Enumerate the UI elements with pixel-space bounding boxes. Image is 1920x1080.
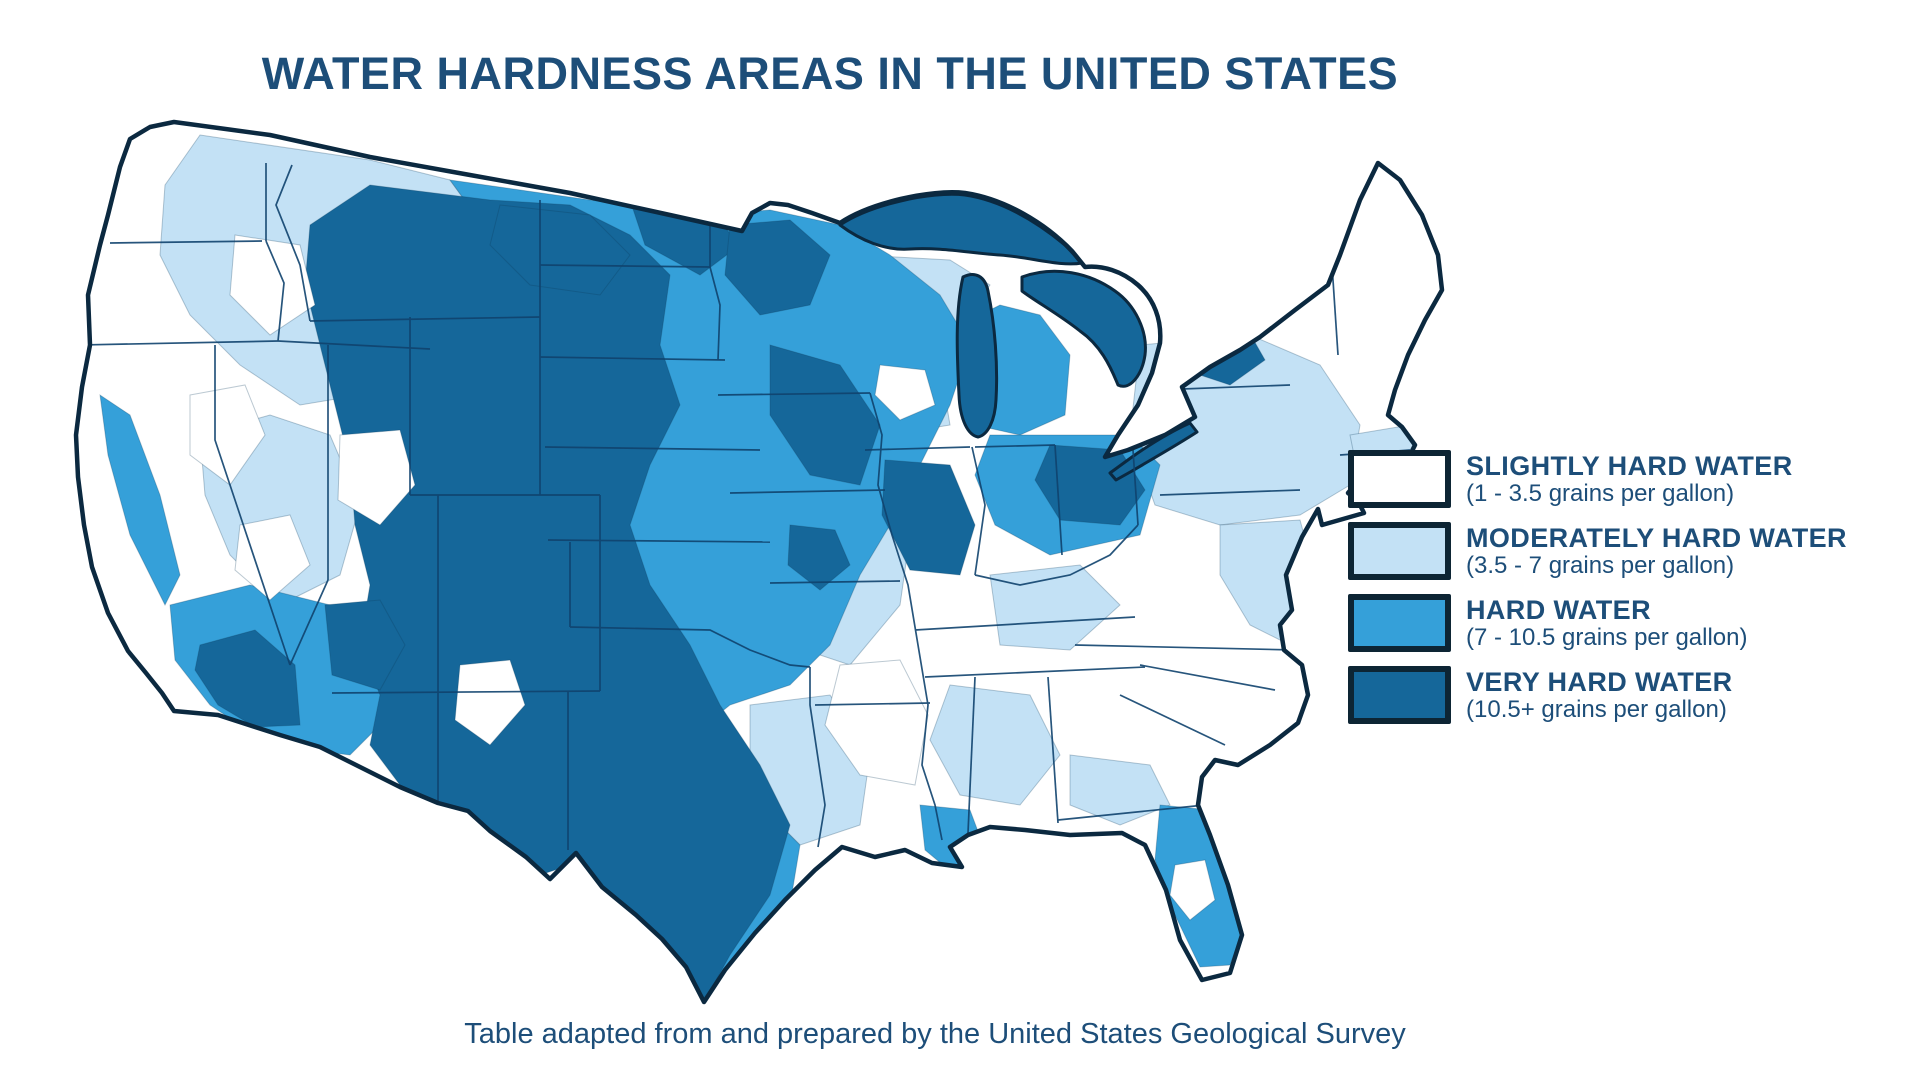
legend-label: VERY HARD WATER [1466,667,1733,697]
lake-erie [1108,421,1199,482]
legend-range: (10.5+ grains per gallon) [1466,696,1727,724]
legend-label: MODERATELY HARD WATER [1466,523,1847,553]
map-patches-slightly-hard [189,234,1216,921]
legend-range: (7 - 10.5 grains per gallon) [1466,624,1748,652]
legend-range: (1 - 3.5 grains per gallon) [1466,480,1735,508]
legend-swatch-slightly-hard [1348,450,1451,508]
lake-michigan [955,273,999,439]
lake-huron [1020,269,1147,388]
map-regions-very-hard [194,184,1266,1002]
state-borders [79,163,1411,850]
legend-swatch-hard [1348,594,1451,652]
legend-range: (3.5 - 7 grains per gallon) [1466,552,1735,580]
us-water-hardness-map [70,105,1460,1010]
attribution-text: Table adapted from and prepared by the U… [464,1018,1406,1050]
us-map-svg [73,119,1445,1005]
legend-label: SLIGHTLY HARD WATER [1466,451,1793,481]
page-title: WATER HARDNESS AREAS IN THE UNITED STATE… [261,48,1399,99]
legend-swatch-moderately-hard [1348,522,1451,580]
country-outline [73,119,1445,1005]
legend-label: HARD WATER [1466,595,1651,625]
great-lakes [838,192,1252,482]
legend-swatch-very-hard [1348,666,1451,724]
